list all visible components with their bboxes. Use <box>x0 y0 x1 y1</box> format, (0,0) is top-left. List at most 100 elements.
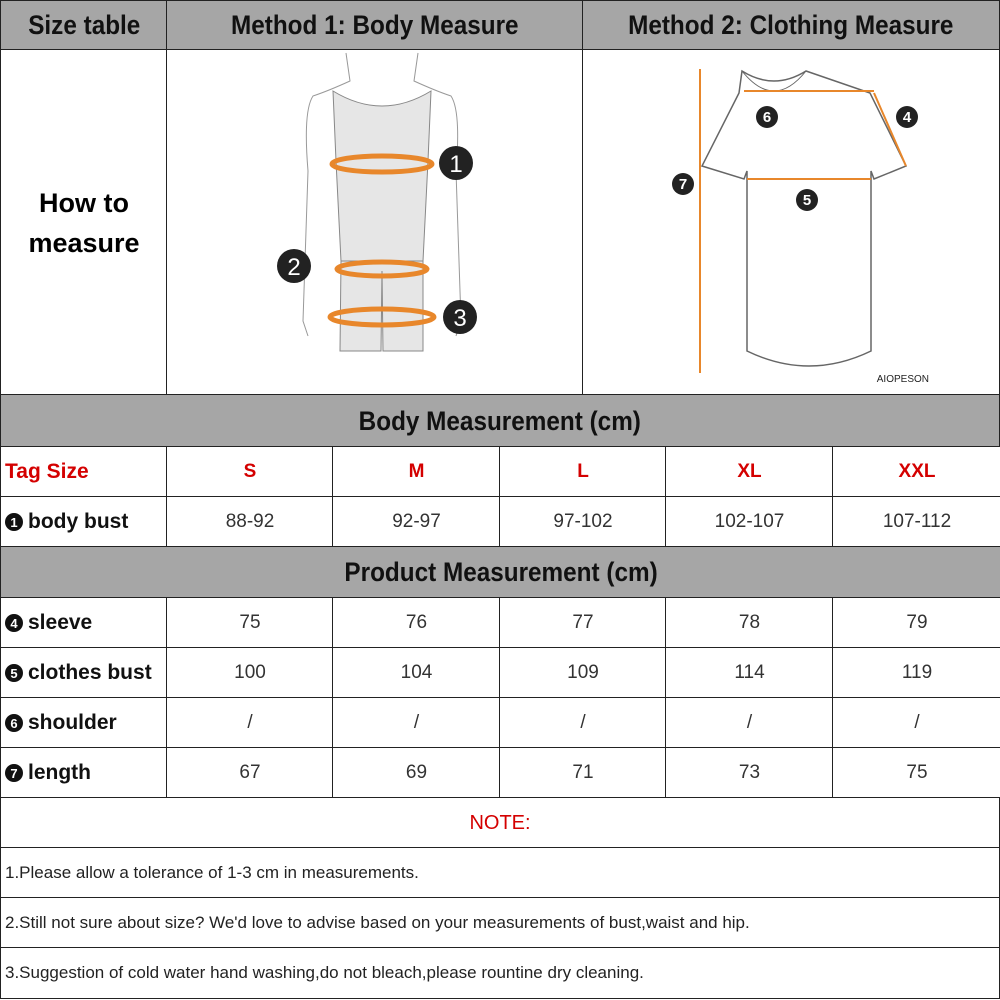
value-cell: / <box>166 697 334 749</box>
value-cell: 77 <box>499 597 667 649</box>
value-cell-text: / <box>580 712 586 733</box>
value-cell-text: 76 <box>405 612 428 633</box>
body-measure-illustration: 1 2 3 <box>166 49 584 396</box>
value-cell-text: 107-112 <box>882 511 952 532</box>
value-cell-text: / <box>413 712 420 733</box>
value-cell-text: 109 <box>567 662 599 683</box>
row-label: 4 sleeve <box>0 597 168 649</box>
row-label: 7 length <box>0 747 168 799</box>
header-text: Method 1: Body Measure <box>231 10 519 40</box>
value-cell: 97-102 <box>499 496 667 548</box>
value-cell-text: 97-102 <box>553 511 613 532</box>
product-measurement-title-text: Product Measurement (cm) <box>344 557 658 587</box>
value-cell-text: 114 <box>734 662 765 683</box>
svg-text:1: 1 <box>449 151 462 178</box>
row-label-text: length <box>28 761 91 784</box>
value-cell-text: 119 <box>901 662 933 683</box>
svg-text:2: 2 <box>287 254 300 281</box>
tag-size-label-text: Tag Size <box>5 460 89 483</box>
value-cell-text: 69 <box>405 762 428 783</box>
svg-text:6: 6 <box>763 109 771 126</box>
header-size-table: Size table <box>0 0 168 51</box>
header-method2: Method 2: Clothing Measure <box>582 0 1000 51</box>
value-cell: 76 <box>332 597 501 649</box>
row-label-text: shoulder <box>28 711 117 734</box>
value-cell: 75 <box>832 747 1000 799</box>
size-header-text: XL <box>737 461 762 482</box>
value-cell: 88-92 <box>166 496 334 548</box>
value-cell: 109 <box>499 647 667 699</box>
value-cell: 102-107 <box>665 496 834 548</box>
number-badge-icon: 6 <box>5 714 23 732</box>
note-item: 1.Please allow a tolerance of 1-3 cm in … <box>0 847 1000 899</box>
svg-text:5: 5 <box>803 192 811 209</box>
value-cell: 71 <box>499 747 667 799</box>
size-header-text: XXL <box>898 461 936 482</box>
number-badge-icon: 1 <box>5 513 23 531</box>
value-cell-text: / <box>247 712 253 733</box>
value-cell-text: 73 <box>738 762 761 783</box>
value-cell-text: 77 <box>572 612 594 633</box>
size-header: XL <box>665 446 834 498</box>
note-text: 3.Suggestion of cold water hand washing,… <box>5 963 644 982</box>
body-measurement-title: Body Measurement (cm) <box>0 394 1000 448</box>
row-label-text: sleeve <box>28 611 93 634</box>
tag-size-label: Tag Size <box>0 446 168 498</box>
product-measurement-title: Product Measurement (cm) <box>0 546 1000 599</box>
note-title-text: NOTE: <box>469 811 531 834</box>
number-badge-icon: 7 <box>5 764 23 782</box>
value-cell: 104 <box>332 647 501 699</box>
svg-text:7: 7 <box>679 176 687 193</box>
value-cell: 69 <box>332 747 501 799</box>
value-cell-text: 67 <box>239 762 261 783</box>
value-cell: / <box>665 697 834 749</box>
value-cell-text: 79 <box>906 612 928 633</box>
size-header-text: M <box>408 461 425 482</box>
size-header: XXL <box>832 446 1000 498</box>
clothing-measure-illustration: 6 4 7 5 AIOPESON <box>582 49 1000 396</box>
note-item: 3.Suggestion of cold water hand washing,… <box>0 947 1000 999</box>
value-cell: 73 <box>665 747 834 799</box>
value-cell-text: 88-92 <box>225 511 275 532</box>
body-figure-icon: 1 2 3 <box>277 52 477 352</box>
row-label: 5 clothes bust <box>0 647 168 699</box>
value-cell: 67 <box>166 747 334 799</box>
how-to-line2: measure <box>28 227 140 258</box>
size-header-text: S <box>243 461 257 482</box>
size-header: L <box>499 446 667 498</box>
value-cell-text: / <box>914 712 920 733</box>
row-label: 1 body bust <box>0 496 168 548</box>
value-cell-text: 104 <box>400 662 433 683</box>
how-to-measure: How to measure <box>0 49 168 396</box>
value-cell: 92-97 <box>332 496 501 548</box>
value-cell: / <box>332 697 501 749</box>
value-cell: / <box>832 697 1000 749</box>
value-cell-text: 71 <box>572 762 594 783</box>
header-method1: Method 1: Body Measure <box>166 0 584 51</box>
value-cell-text: 102-107 <box>714 511 785 532</box>
value-cell: 78 <box>665 597 834 649</box>
value-cell-text: 100 <box>234 662 266 683</box>
svg-text:4: 4 <box>903 109 912 126</box>
size-header-text: L <box>577 461 589 482</box>
value-cell: 75 <box>166 597 334 649</box>
note-item: 2.Still not sure about size? We'd love t… <box>0 897 1000 949</box>
svg-text:3: 3 <box>453 305 466 332</box>
note-title: NOTE: <box>0 797 1000 849</box>
tshirt-figure-icon: 6 4 7 5 <box>672 69 918 373</box>
brand-label: AIOPESON <box>876 374 929 385</box>
value-cell-text: 75 <box>239 612 261 633</box>
size-header: M <box>332 446 501 498</box>
value-cell: 119 <box>832 647 1000 699</box>
header-text: Method 2: Clothing Measure <box>628 10 954 40</box>
value-cell: / <box>499 697 667 749</box>
section-title: Body Measurement (cm) <box>358 405 642 436</box>
row-label-text: body bust <box>28 510 129 533</box>
value-cell-text: 78 <box>738 612 761 633</box>
number-badge-icon: 4 <box>5 614 23 632</box>
size-header: S <box>166 446 334 498</box>
value-cell: 79 <box>832 597 1000 649</box>
number-badge-icon: 5 <box>5 664 23 682</box>
header-text: Size table <box>27 10 141 40</box>
note-text: 1.Please allow a tolerance of 1-3 cm in … <box>5 863 419 882</box>
